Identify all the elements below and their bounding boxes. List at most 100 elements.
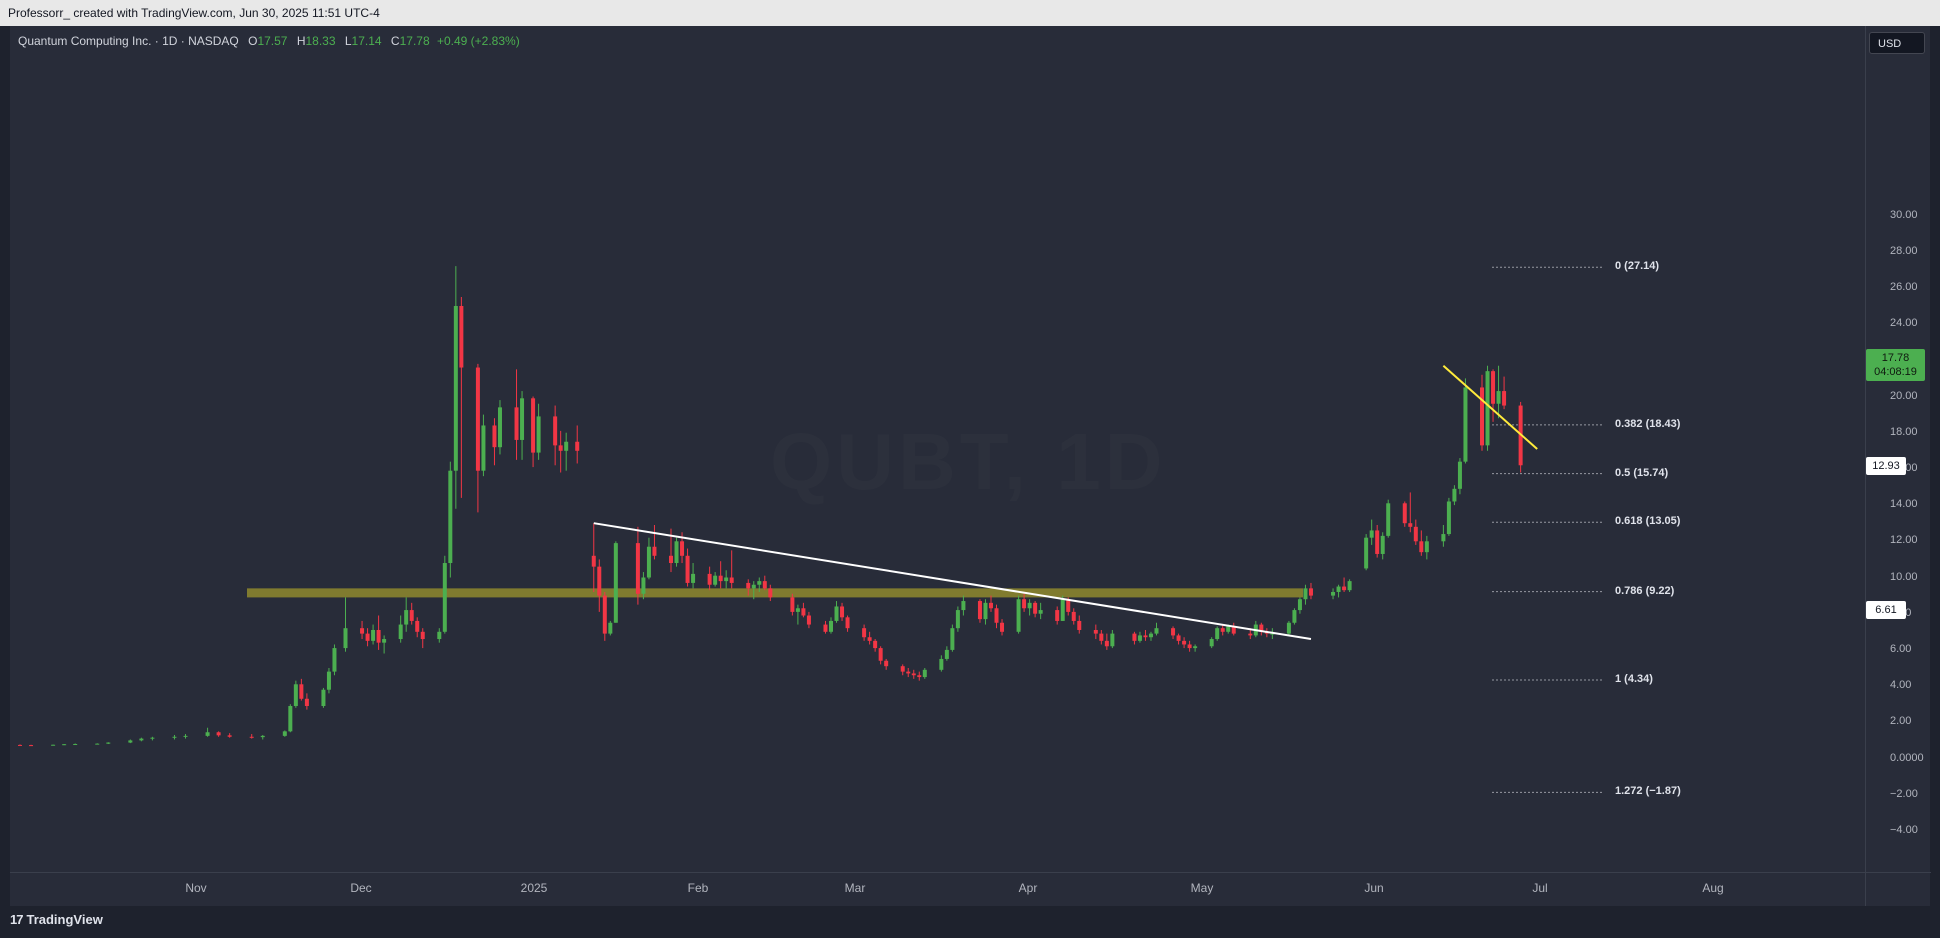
candle-body — [1077, 620, 1082, 630]
price-axis-label: 12.00 — [1890, 534, 1918, 547]
candle-body — [1331, 591, 1336, 596]
time-axis-label: 2025 — [520, 881, 548, 895]
candle-body — [343, 628, 348, 649]
candle-body — [128, 740, 133, 743]
candle-body — [1143, 635, 1148, 638]
candle-body — [1380, 535, 1385, 554]
footer — [0, 906, 1940, 938]
candle-body — [641, 577, 646, 594]
candlestick-chart[interactable] — [10, 26, 1865, 872]
candle-body — [608, 622, 613, 634]
candle-body — [1463, 387, 1468, 462]
candle-body — [459, 306, 464, 368]
bar-countdown: 04:08:19 — [1874, 366, 1917, 378]
candle-body — [652, 546, 657, 556]
candle-body — [862, 628, 867, 638]
candle-body — [442, 563, 447, 632]
price-axis-label: 6.00 — [1890, 642, 1912, 655]
time-axis-label: Jul — [1532, 881, 1548, 895]
candle-body — [988, 602, 993, 609]
descending-trendline — [593, 522, 1312, 641]
candle-body — [961, 601, 966, 611]
candle-body — [497, 407, 502, 448]
candle-body — [955, 610, 960, 629]
candle-body — [751, 584, 756, 589]
candle-body — [1303, 588, 1308, 600]
candle-body — [669, 555, 674, 564]
candle-body — [404, 610, 409, 625]
currency-selector[interactable]: USD — [1869, 32, 1925, 54]
candle-body — [900, 666, 905, 672]
candle-body — [922, 669, 927, 678]
candle-body — [29, 745, 34, 747]
candle-body — [1308, 588, 1313, 596]
low-label: L — [344, 34, 352, 48]
price-chart-plot[interactable]: QUBT, 1D — [10, 26, 1865, 872]
candle-body — [1110, 633, 1115, 647]
candle-body — [911, 673, 916, 676]
time-axis-label: Nov — [185, 881, 207, 895]
candle-body — [840, 606, 845, 618]
candle-body — [481, 425, 486, 471]
axis-corner — [1865, 872, 1931, 907]
candle-body — [62, 744, 67, 746]
candle-body — [95, 743, 100, 745]
chart-title: Professorr_ created with TradingView.com… — [8, 6, 380, 20]
time-axis[interactable] — [10, 872, 1865, 907]
candle-body — [1369, 530, 1374, 538]
candle-body — [1297, 599, 1302, 611]
candle-body — [757, 581, 762, 585]
candle-body — [1193, 646, 1198, 649]
chart-frame[interactable] — [10, 26, 1930, 906]
symbol-name[interactable]: Quantum Computing Inc. · 1D · NASDAQ — [18, 34, 239, 48]
candle-body — [795, 608, 800, 612]
candle-body — [1502, 391, 1507, 406]
candle-body — [713, 575, 718, 585]
price-axis-label: 24.00 — [1890, 317, 1918, 330]
candle-body — [382, 639, 387, 643]
candle-body — [304, 698, 309, 707]
support-zone — [247, 588, 1303, 598]
candle-body — [674, 541, 679, 564]
fib-level-label: 0.5 (15.74) — [1615, 466, 1669, 479]
candle-body — [514, 407, 519, 440]
candle-body — [768, 588, 773, 598]
price-axis-label: 10.00 — [1890, 570, 1918, 583]
candle-body — [602, 595, 607, 634]
last-price-tag: 17.78 04:08:19 — [1866, 349, 1925, 381]
tradingview-logo[interactable]: 17 TradingView — [10, 912, 103, 927]
candle-body — [823, 624, 828, 632]
candle-body — [409, 610, 414, 621]
high-value: 18.33 — [305, 34, 336, 48]
price-tag-high: 12.93 — [1866, 457, 1906, 475]
candle-body — [1033, 602, 1038, 614]
candle-body — [1071, 611, 1076, 621]
candle-body — [520, 398, 525, 440]
candle-body — [1452, 488, 1457, 502]
candle-body — [1342, 586, 1347, 591]
candle-body — [376, 629, 381, 643]
time-axis-label: Feb — [687, 881, 709, 895]
candle-body — [994, 608, 999, 623]
candle-body — [1364, 537, 1369, 569]
candle-body — [420, 631, 425, 640]
fib-level-label: 1 (4.34) — [1615, 672, 1653, 685]
candle-body — [1093, 629, 1098, 634]
candle-body — [1286, 622, 1291, 634]
candle-body — [1148, 633, 1153, 638]
candle-body — [1491, 371, 1496, 404]
price-axis-label: −4.00 — [1890, 823, 1918, 836]
candle-body — [790, 597, 795, 612]
symbol-watermark: QUBT, 1D — [770, 417, 1167, 506]
candle-body — [453, 306, 458, 471]
price-axis[interactable] — [1865, 26, 1931, 872]
time-axis-label: Apr — [1018, 881, 1038, 895]
candle-body — [1496, 391, 1501, 404]
candle-body — [1457, 461, 1462, 489]
candle-body — [1226, 626, 1231, 632]
symbol-legend[interactable]: Quantum Computing Inc. · 1D · NASDAQ O17… — [18, 34, 520, 48]
candle-body — [977, 601, 982, 620]
price-axis-label: 4.00 — [1890, 679, 1912, 692]
candle-body — [591, 555, 596, 567]
candle-body — [415, 620, 420, 632]
